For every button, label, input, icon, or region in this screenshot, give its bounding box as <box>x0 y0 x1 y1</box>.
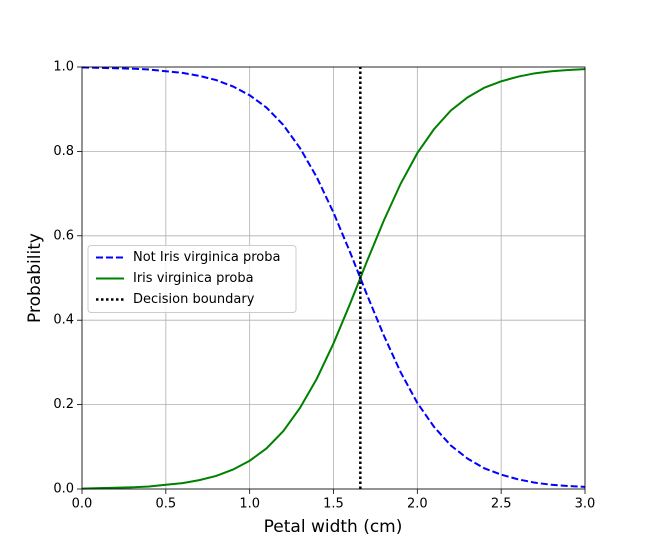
y-tick-label: 0.0 <box>53 482 74 497</box>
x-tick-label: 0.5 <box>155 497 176 512</box>
legend-label: Not Iris virginica proba <box>133 250 280 265</box>
y-axis-label: Probability <box>25 233 45 323</box>
legend-label: Iris virginica proba <box>133 271 254 286</box>
series-line <box>81 68 586 490</box>
legend-label: Decision boundary <box>133 292 255 307</box>
series-line <box>81 66 586 488</box>
x-tick-label: 1.5 <box>323 497 344 512</box>
y-tick-label: 0.2 <box>53 397 74 412</box>
x-axis-label: Petal width (cm) <box>264 517 403 537</box>
x-tick-label: 2.5 <box>491 497 512 512</box>
y-tick-label: 1.0 <box>53 60 74 75</box>
x-tick-label: 2.0 <box>407 497 428 512</box>
x-tick-label: 0.0 <box>72 497 93 512</box>
y-tick-label: 0.8 <box>53 144 74 159</box>
y-tick-label: 0.6 <box>53 228 74 243</box>
x-tick-label: 1.0 <box>239 497 260 512</box>
y-tick-label: 0.4 <box>53 313 74 328</box>
x-tick-label: 3.0 <box>575 497 596 512</box>
plot-frame <box>81 66 586 490</box>
legend-box <box>87 245 297 313</box>
